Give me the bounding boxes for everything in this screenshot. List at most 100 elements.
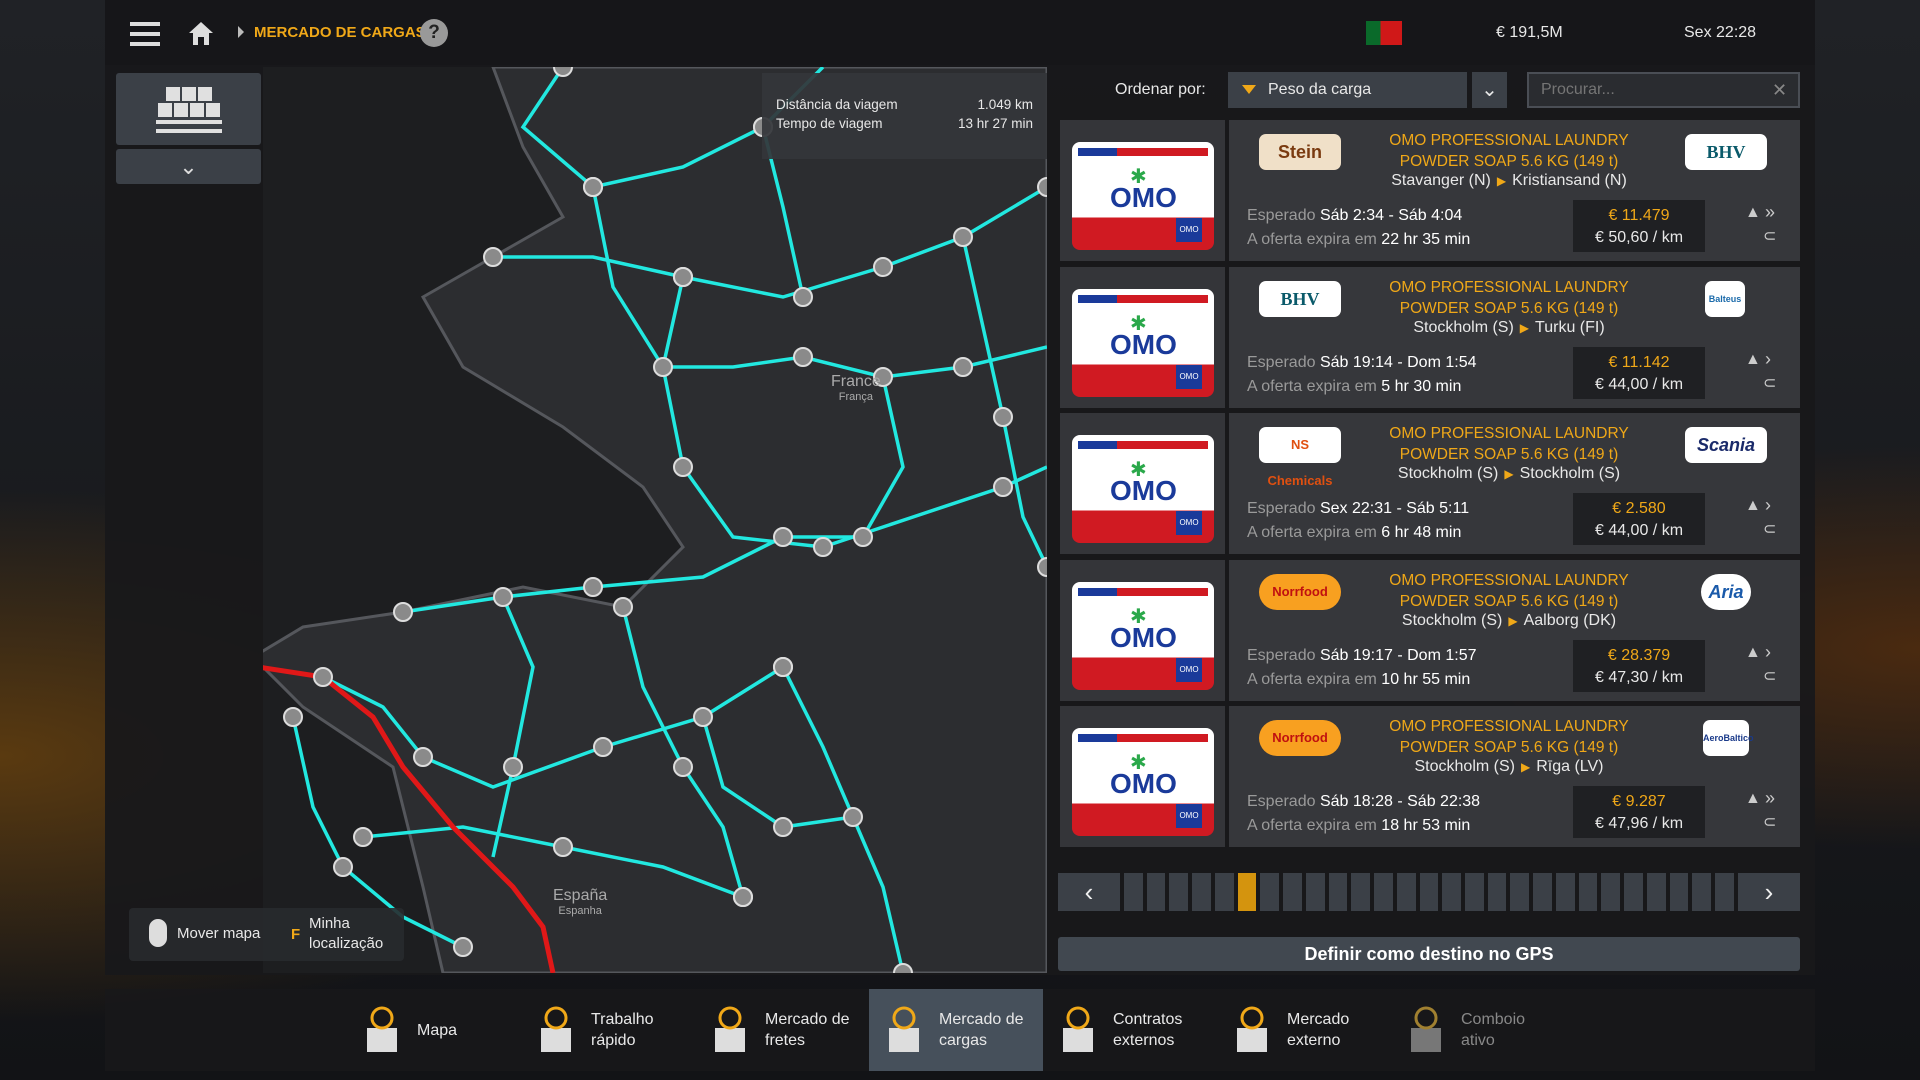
arrow-right-icon: ▶: [1519, 320, 1530, 335]
nav-label: Mercado de fretes: [765, 1011, 850, 1049]
expected-time: Sex 22:31 - Sáb 5:11: [1319, 500, 1470, 517]
page-segment[interactable]: [1396, 873, 1416, 911]
cargo-image: ✱ OMO OMO: [1060, 706, 1225, 847]
page-segment[interactable]: [1578, 873, 1598, 911]
expected-time: Sáb 18:28 - Sáb 22:38: [1319, 793, 1481, 810]
page-segment[interactable]: [1692, 873, 1712, 911]
help-button[interactable]: ?: [420, 19, 448, 47]
page-segment[interactable]: [1646, 873, 1666, 911]
bottom-nav: Mapa Trabalho rápido Mercado de fretes Merc…: [105, 989, 1815, 1071]
nav-item[interactable]: Contratos externos: [1043, 989, 1217, 1071]
price: € 2.580: [1612, 500, 1666, 517]
distance-value: 1.049 km: [977, 97, 1033, 112]
cargo-offer[interactable]: ✱ OMO OMO Norrfood OMO PROFESSIONAL LAUNDR…: [1060, 559, 1800, 701]
nav-label: Comboio ativo: [1461, 1011, 1526, 1049]
my-location-label[interactable]: Minha localização: [309, 915, 384, 952]
set-gps-destination-button[interactable]: Definir como destino no GPS: [1058, 937, 1800, 971]
search-input[interactable]: [1527, 72, 1800, 108]
cargo-image: ✱ OMO OMO: [1060, 120, 1225, 261]
source-company-logo: NS Chemicals: [1259, 427, 1341, 488]
city-node: [493, 587, 513, 607]
page-segment[interactable]: [1192, 873, 1211, 911]
arrow-right-icon: ▶: [1504, 467, 1514, 481]
nav-label: Contratos externos: [1113, 1011, 1183, 1049]
cargo-offer[interactable]: ✱ OMO OMO NS Chemicals OMO PROFESSIONAL LA…: [1060, 413, 1800, 554]
city-node: [773, 527, 793, 547]
page-segment[interactable]: [1374, 873, 1393, 911]
external-market-icon: [1231, 1006, 1275, 1054]
page-segment[interactable]: [1169, 873, 1189, 911]
expected-label: Esperado: [1247, 793, 1316, 810]
page-segment[interactable]: [1715, 873, 1734, 911]
sort-dropdown-chevron[interactable]: ⌄: [1472, 72, 1507, 108]
price-per-km: € 44,00 / km: [1594, 375, 1684, 393]
page-segment[interactable]: [1624, 873, 1643, 911]
cargo-view-button[interactable]: [116, 73, 261, 145]
page-segment[interactable]: [1419, 873, 1439, 911]
city-node: [853, 527, 873, 547]
nav-item[interactable]: Mercado externo: [1217, 989, 1391, 1071]
destination-company-logo: Balteus: [1705, 280, 1745, 317]
expand-chevron-button[interactable]: ⌄: [116, 149, 261, 184]
page-segment[interactable]: [1260, 873, 1280, 911]
page-segment[interactable]: [1510, 873, 1530, 911]
expires-time: 22 hr 35 min: [1381, 231, 1471, 248]
nav-item[interactable]: Mapa: [347, 989, 521, 1071]
city-node: [843, 807, 863, 827]
sort-label: Ordenar por:: [1115, 81, 1206, 98]
cargo-weight-icon: ▲: [1745, 497, 1761, 514]
city-node: [413, 747, 433, 767]
prev-page-button[interactable]: ‹: [1058, 873, 1120, 911]
next-page-button[interactable]: ›: [1738, 873, 1800, 911]
page-segment[interactable]: [1146, 873, 1166, 911]
nav-item[interactable]: Mercado de cargas: [869, 989, 1043, 1071]
expected-time: Sáb 19:17 - Dom 1:57: [1319, 646, 1477, 664]
cargo-offer[interactable]: ✱ OMO OMO BHV OMO PROFESSIONAL LAUNDRY POWD…: [1060, 266, 1800, 408]
page-segment[interactable]: [1601, 873, 1621, 911]
map-view[interactable]: France França España Espanha: [263, 67, 1047, 973]
nav-item[interactable]: Mercado de fretes: [695, 989, 869, 1071]
page-segment[interactable]: [1124, 873, 1143, 911]
city-node: [893, 963, 913, 973]
clear-search-icon[interactable]: ✕: [1772, 80, 1788, 100]
price-box: € 11.479 € 50,60 / km: [1573, 200, 1705, 252]
trailer-icon: ⊂: [1763, 521, 1777, 538]
page-segment[interactable]: [1351, 873, 1371, 911]
price-box: € 2.580 € 44,00 / km: [1573, 493, 1705, 545]
nav-item[interactable]: Trabalho rápido: [521, 989, 695, 1071]
page-segment[interactable]: [1305, 873, 1325, 911]
nav-item[interactable]: Comboio ativo: [1391, 989, 1565, 1071]
home-icon[interactable]: [188, 20, 214, 46]
page-segment[interactable]: [1328, 873, 1348, 911]
breadcrumb-separator-icon: [238, 26, 244, 38]
page-segment[interactable]: [1533, 873, 1552, 911]
page-segment[interactable]: [1283, 873, 1302, 911]
page-segment[interactable]: [1214, 873, 1234, 911]
double-chevron-icon: »: [1765, 788, 1776, 808]
page-segment[interactable]: [1237, 873, 1257, 911]
page-segment[interactable]: [1487, 873, 1507, 911]
cargo-offer[interactable]: ✱ OMO OMO Norrfood OMO PROFESSIONAL LAUNDR…: [1060, 706, 1800, 847]
page-segment[interactable]: [1555, 873, 1575, 911]
page-segment[interactable]: [1465, 873, 1484, 911]
road-map[interactable]: [263, 67, 1047, 973]
page-segment[interactable]: [1669, 873, 1689, 911]
price-box: € 11.142 € 44,00 / km: [1573, 346, 1705, 399]
page-segment[interactable]: [1442, 873, 1462, 911]
sort-dropdown[interactable]: Peso da carga: [1228, 72, 1467, 108]
source-company-logo: Norrfood: [1259, 720, 1341, 756]
map-label-france: France França: [831, 373, 881, 403]
expected-label: Esperado: [1247, 646, 1316, 664]
menu-icon[interactable]: [130, 22, 160, 46]
price: € 9.287: [1612, 793, 1666, 810]
city-node: [583, 177, 603, 197]
price-per-km: € 47,96 / km: [1594, 815, 1684, 832]
city-node: [503, 757, 523, 777]
cargo-image: ✱ OMO OMO: [1060, 559, 1225, 701]
cargo-offer[interactable]: ✱ OMO OMO Stein OMO PROFESSIONAL LAUNDRY PO…: [1060, 120, 1800, 261]
nav-label: Trabalho rápido: [591, 1011, 654, 1049]
sort-selected: Peso da carga: [1268, 81, 1372, 98]
cargo-image: ✱ OMO OMO: [1060, 266, 1225, 408]
distance-label: Distância da viagem: [776, 97, 898, 112]
city-node: [1037, 177, 1047, 197]
